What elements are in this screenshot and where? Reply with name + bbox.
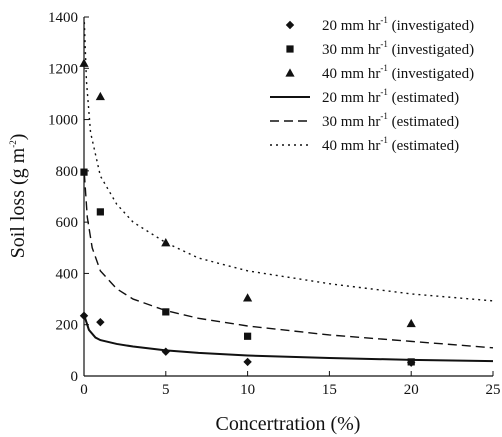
x-tick-label: 5 (162, 382, 170, 398)
x-tick-label: 10 (240, 382, 255, 398)
x-axis-label: Concertration (%) (216, 413, 361, 435)
data-point-square (244, 332, 252, 340)
data-point-triangle (406, 318, 416, 328)
legend-label-1: 30 mm hr-1 (investigated) (322, 39, 474, 58)
data-point-square (407, 358, 415, 366)
legend: 20 mm hr-1 (investigated) 30 mm hr-1 (inv… (270, 15, 474, 154)
plot-lines (83, 22, 494, 363)
legend-marker-triangle (285, 68, 295, 77)
legend-marker-diamond (285, 20, 295, 30)
axes (83, 17, 493, 377)
series-line-4 (83, 173, 494, 349)
y-axis-label-main: Soil loss (g m (7, 147, 29, 258)
y-tick-label: 1200 (48, 61, 78, 77)
legend-marker-square (286, 45, 294, 53)
legend-label-2: 40 mm hr-1 (investigated) (322, 63, 474, 82)
data-point-diamond (161, 347, 170, 356)
x-tick-label: 0 (80, 382, 88, 398)
legend-label-5: 40 mm hr-1 (estimated) (322, 135, 459, 154)
y-tick-label: 400 (56, 266, 79, 282)
y-tick-label: 1000 (48, 113, 78, 129)
y-axis-label-close: ) (7, 134, 29, 141)
data-point-square (162, 308, 170, 316)
y-axis-label: Soil loss (g m-2) (7, 134, 29, 259)
x-tick-label: 20 (404, 382, 419, 398)
x-tick-label: 15 (322, 382, 337, 398)
legend-label-3: 20 mm hr-1 (estimated) (322, 87, 459, 106)
y-tick-label: 800 (56, 164, 79, 180)
y-tick-label: 1400 (48, 10, 78, 26)
data-point-diamond (243, 357, 252, 367)
legend-label-4: 30 mm hr-1 (estimated) (322, 111, 459, 130)
series-line-5 (83, 22, 494, 302)
y-tick-label: 200 (56, 318, 79, 334)
data-point-triangle (95, 91, 105, 101)
y-tick-label: 0 (71, 369, 79, 385)
y-tick-label: 600 (56, 215, 79, 231)
legend-label-0: 20 mm hr-1 (investigated) (322, 15, 474, 34)
ticks: 0 5 10 15 20 25 0 200 400 600 800 1000 1200 1400 (48, 10, 501, 398)
x-tick-label: 25 (486, 382, 501, 398)
data-point-square (96, 208, 104, 216)
series-line-3 (83, 315, 494, 363)
y-axis-label-sup: -2 (8, 140, 18, 148)
data-point-triangle (161, 238, 171, 247)
data-point-triangle (243, 293, 253, 302)
data-point-diamond (96, 317, 105, 327)
